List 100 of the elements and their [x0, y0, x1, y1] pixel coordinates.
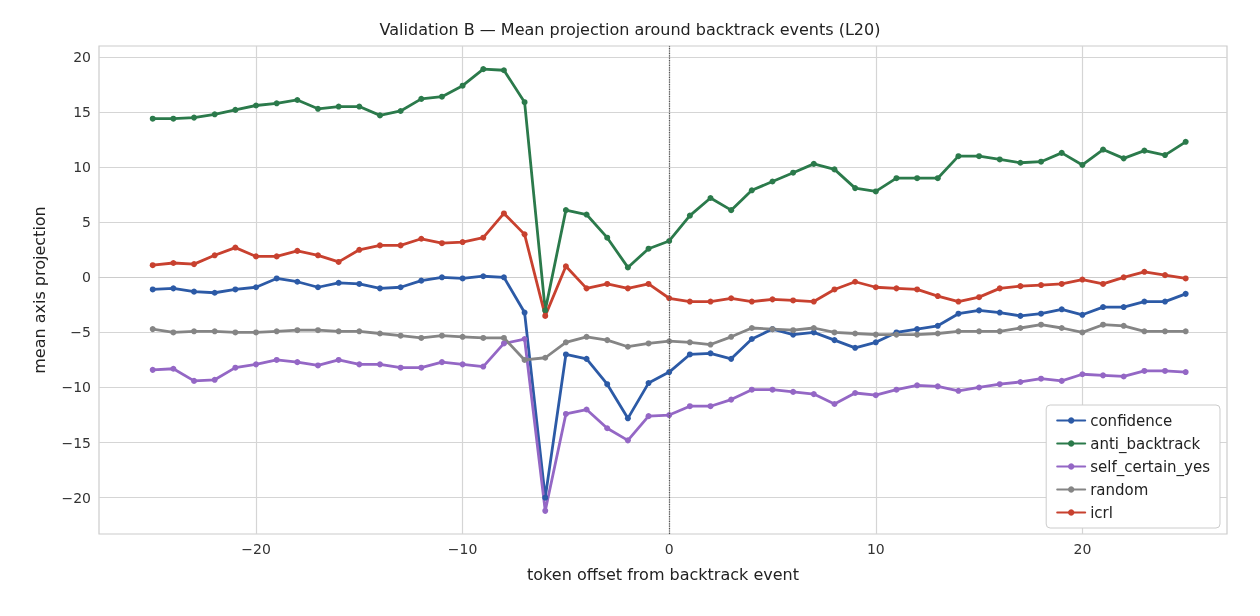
point — [253, 361, 260, 368]
point — [1162, 272, 1169, 279]
point — [955, 298, 962, 305]
point — [1141, 147, 1148, 154]
point — [376, 330, 383, 337]
point — [438, 359, 445, 366]
x-axis-title: token offset from backtrack event — [527, 564, 799, 584]
point — [1017, 312, 1024, 319]
point — [232, 106, 239, 113]
point — [315, 284, 321, 291]
point — [666, 412, 673, 419]
x-tick-label: 0 — [664, 541, 674, 557]
point — [521, 356, 528, 363]
point — [542, 312, 549, 319]
point — [294, 327, 301, 334]
point — [1141, 298, 1148, 305]
point — [1058, 377, 1065, 384]
point — [686, 351, 693, 358]
point — [707, 195, 714, 202]
point — [955, 387, 962, 394]
y-tick-label: 20 — [73, 49, 91, 66]
y-tick-label: −5 — [70, 324, 91, 341]
point — [376, 285, 383, 292]
point — [604, 337, 611, 344]
point — [1079, 371, 1086, 378]
point — [707, 341, 714, 348]
point — [976, 328, 983, 335]
point — [191, 288, 198, 295]
point — [1182, 275, 1189, 282]
point — [149, 262, 156, 269]
point — [583, 406, 590, 413]
point — [996, 309, 1003, 316]
point — [1162, 328, 1169, 335]
point — [1100, 372, 1107, 379]
point — [315, 327, 321, 334]
x-tick-label: −10 — [447, 541, 478, 557]
point — [1038, 375, 1045, 382]
point — [335, 103, 342, 110]
point — [253, 253, 260, 260]
point — [831, 337, 838, 344]
point — [542, 307, 549, 314]
point — [191, 328, 198, 335]
point — [831, 286, 838, 293]
point — [686, 403, 693, 410]
point — [624, 343, 631, 350]
point — [790, 169, 797, 176]
point — [418, 334, 425, 341]
point — [480, 273, 487, 280]
point — [356, 246, 363, 253]
point — [748, 187, 755, 194]
point — [170, 285, 177, 292]
point — [273, 356, 280, 363]
point — [1100, 321, 1107, 328]
point — [211, 289, 218, 296]
point — [955, 153, 962, 160]
point — [1079, 329, 1086, 336]
point — [583, 285, 590, 292]
point — [769, 178, 776, 185]
point — [604, 234, 611, 241]
point — [459, 239, 466, 246]
point — [397, 332, 404, 339]
point — [790, 327, 797, 334]
point — [335, 356, 342, 363]
point — [893, 175, 900, 182]
point — [1058, 149, 1065, 156]
x-tick-label: 20 — [1073, 541, 1092, 557]
point — [1017, 159, 1024, 166]
point — [707, 403, 714, 410]
y-tick-label: 0 — [82, 269, 91, 286]
point — [810, 391, 817, 398]
point — [1162, 298, 1169, 305]
point — [728, 333, 735, 340]
point — [315, 105, 321, 112]
point — [418, 235, 425, 242]
point — [211, 376, 218, 383]
point — [480, 66, 487, 73]
legend-label: random — [1090, 480, 1149, 499]
point — [624, 437, 631, 444]
point — [1100, 146, 1107, 153]
y-axis-title: mean axis projection — [29, 206, 49, 374]
point — [1058, 306, 1065, 313]
point — [397, 284, 404, 291]
point — [562, 410, 569, 417]
point — [253, 284, 260, 291]
point — [893, 285, 900, 292]
point — [1017, 283, 1024, 290]
point — [1141, 328, 1148, 335]
point — [397, 107, 404, 114]
point — [1182, 328, 1189, 335]
point — [810, 298, 817, 305]
point — [170, 329, 177, 336]
point — [934, 175, 941, 182]
point — [273, 328, 280, 335]
point — [728, 355, 735, 362]
point — [914, 326, 921, 333]
point — [149, 115, 156, 122]
point — [1141, 367, 1148, 374]
y-tick-label: −20 — [61, 489, 91, 506]
point — [542, 494, 549, 501]
point — [170, 115, 177, 122]
